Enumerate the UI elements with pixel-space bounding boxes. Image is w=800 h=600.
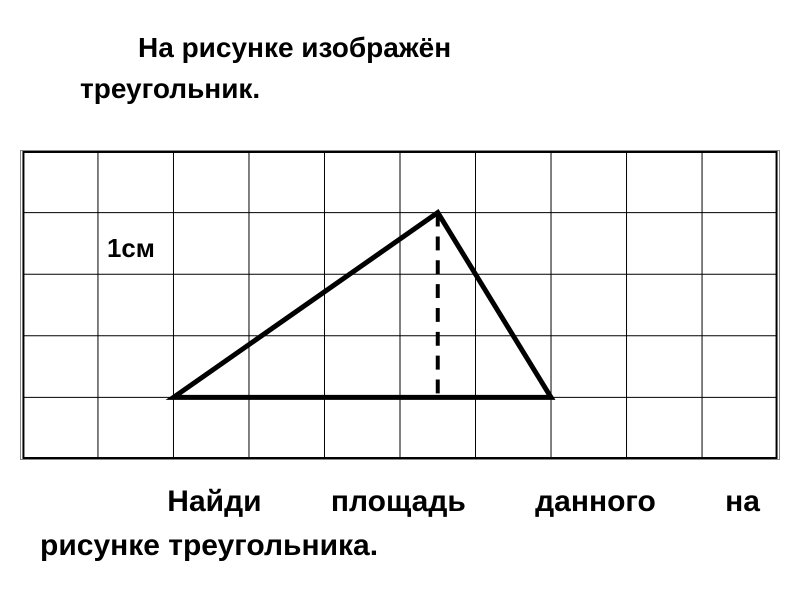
- problem-intro: На рисунке изображён треугольник.: [80, 28, 740, 109]
- q-word-4: на: [725, 480, 760, 524]
- intro-line-1: На рисунке изображён: [80, 28, 740, 69]
- unit-label: 1см: [107, 235, 155, 263]
- grid-figure: 1см: [20, 150, 780, 460]
- q-word-1: Найди: [167, 480, 261, 524]
- question-line-2: рисунке треугольника.: [40, 524, 760, 568]
- question-line-1: Найди площадь данного на: [40, 480, 760, 524]
- q-word-3: данного: [535, 480, 656, 524]
- q-word-2: площадь: [331, 480, 466, 524]
- intro-line-2: треугольник.: [80, 69, 740, 110]
- indent: [40, 480, 98, 524]
- problem-question: Найди площадь данного на рисунке треугол…: [40, 480, 760, 567]
